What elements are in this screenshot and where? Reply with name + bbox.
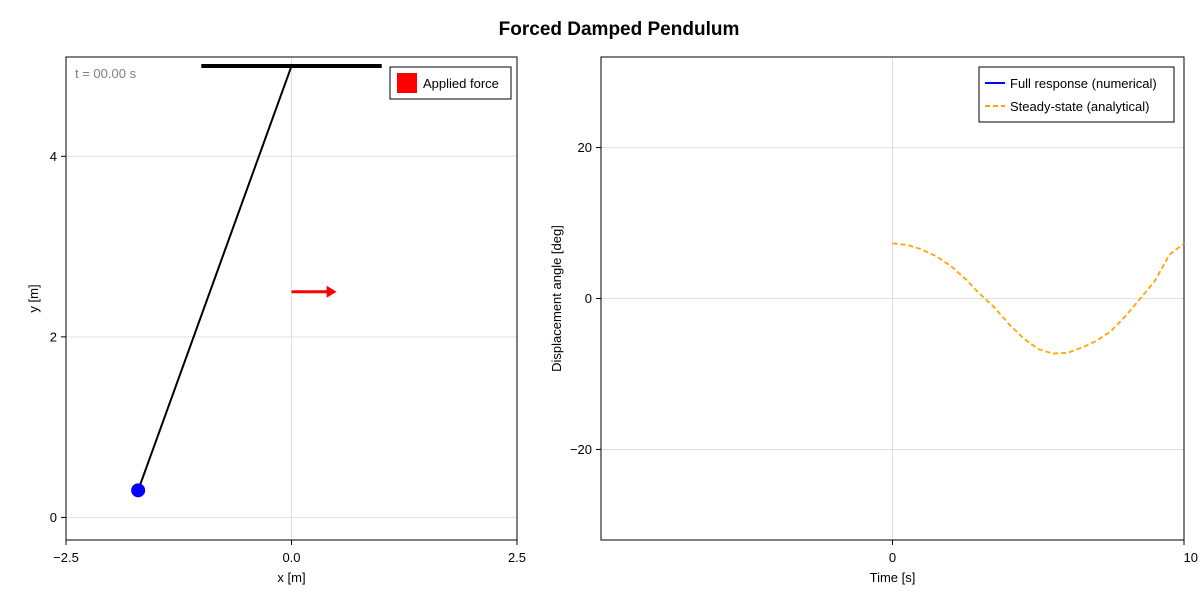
pendulum-x-tick-label: 2.5 [508,550,526,565]
displacement-y-tick-label: 0 [585,291,592,306]
displacement-ticks: 0 10 −20 0 20 [570,140,1198,565]
pendulum-y-tick-label: 4 [50,149,57,164]
displacement-y-tick-label: 20 [578,140,592,155]
applied-force-legend-label: Applied force [423,76,499,91]
pendulum-x-axis-label: x [m] [277,570,305,585]
displacement-x-tick-label: 10 [1184,550,1198,565]
pendulum-y-tick-label: 2 [50,329,57,344]
displacement-legend-box [978,66,1175,123]
applied-force-legend-swatch [397,73,417,93]
pendulum-grid [65,57,518,540]
pendulum-x-tick-label: 0.0 [282,550,300,565]
pendulum-panel: t = 00.00 s Applied force −2.5 0.0 2.5024 … [26,56,526,585]
pendulum-y-axis-label: y [m] [26,284,41,312]
displacement-x-tick-label: 0 [889,550,896,565]
pendulum-bob [131,483,146,498]
pendulum-legend: Applied force [389,66,512,100]
time-readout: t = 00.00 s [75,66,137,81]
displacement-y-tick-label: −20 [570,442,592,457]
pendulum-rod [137,65,293,491]
pendulum-y-tick-label: 0 [50,510,57,525]
displacement-y-axis-label: Displacement angle [deg] [549,225,564,372]
figure-title: Forced Damped Pendulum [499,19,740,40]
force-arrow-head [326,285,337,298]
displacement-grid [601,57,1185,540]
pendulum-ticks: −2.5 0.0 2.5 0 2 4 [50,149,526,565]
displacement-x-axis-label: Time [s] [870,570,916,585]
pendulum-x-tick-label: −2.5 [53,550,79,565]
displacement-panel: Full response (numerical) Steady-state (… [549,56,1198,585]
displacement-series [892,242,1185,355]
full-response-legend-label: Full response (numerical) [1010,76,1157,91]
applied-force-arrow [291,285,337,298]
displacement-legend: Full response (numerical) Steady-state (… [978,66,1175,123]
steady-state-legend-label: Steady-state (analytical) [1010,99,1149,114]
steady-state-series-line [892,242,1185,355]
